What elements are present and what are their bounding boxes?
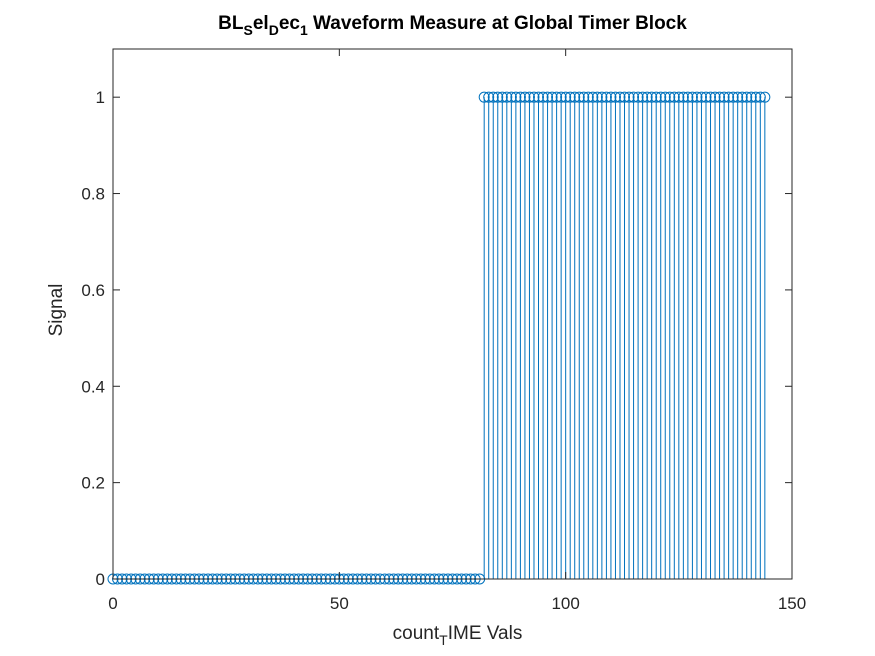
y-axis-title: Signal <box>46 284 67 337</box>
y-tick-label: 0.4 <box>81 377 105 396</box>
axes-frame <box>112 48 793 580</box>
axes-box <box>112 48 793 580</box>
y-tick-label: 0.2 <box>81 474 105 493</box>
x-tick-label: 50 <box>330 594 349 613</box>
y-tick-label: 0.6 <box>81 281 105 300</box>
y-tick-label: 0.8 <box>81 185 105 204</box>
stem-series <box>107 91 771 585</box>
stem-marker <box>759 91 771 103</box>
tick-marks <box>112 49 793 580</box>
x-tick-label: 100 <box>551 594 579 613</box>
chart-title: BLSelDec1 Waveform Measure at Global Tim… <box>218 13 687 38</box>
plot-area <box>113 49 792 579</box>
x-tick-label: 0 <box>108 594 117 613</box>
y-tick-labels: 0 0.2 0.4 0.6 0.8 1 <box>81 88 105 589</box>
y-tick-label: 0 <box>96 570 105 589</box>
y-tick-label: 1 <box>96 88 105 107</box>
x-axis-title: countTIME Vals <box>393 623 523 648</box>
x-tick-labels: 0 50 100 150 <box>108 594 806 613</box>
x-tick-label: 150 <box>778 594 806 613</box>
